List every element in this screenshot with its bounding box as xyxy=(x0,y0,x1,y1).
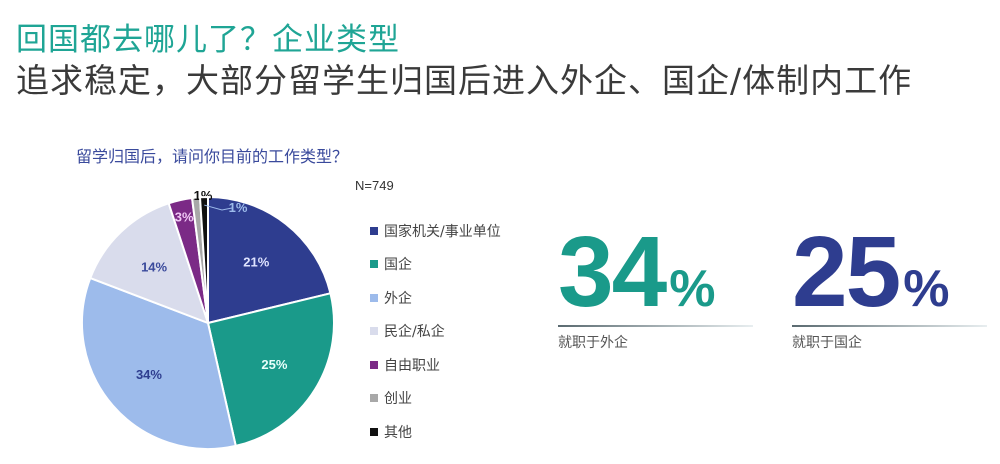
pie-slice xyxy=(89,202,210,325)
legend-label: 创业 xyxy=(384,391,412,408)
legend-swatch xyxy=(370,226,378,235)
slice-label: 21% xyxy=(243,255,269,270)
legend: 国家机关/事业单位 国企外企民企/私企自由职业创业其他 xyxy=(370,214,501,449)
pie-slice xyxy=(207,195,332,325)
legend-item: 创业 xyxy=(370,382,501,416)
legend-item: 民企/私企 xyxy=(370,315,501,349)
slide-title: 回国都去哪儿了？企业类型 xyxy=(16,22,400,58)
legend-label: 自由职业 xyxy=(384,357,440,374)
leader-line xyxy=(204,204,233,211)
slide-subtitle: 追求稳定，大部分留学生归国后进入外企、国企/体制内工作 xyxy=(16,61,913,100)
highlight-value: 25 xyxy=(792,216,901,328)
legend-item: 国家机关/事业单位 xyxy=(370,214,501,248)
highlight-unit: % xyxy=(903,260,950,318)
legend-item: 外企 xyxy=(370,281,501,315)
highlight-caption: 就职于国企 xyxy=(792,335,862,351)
legend-label: 民企/私企 xyxy=(384,324,445,341)
legend-swatch xyxy=(370,293,378,302)
slice-label: 25% xyxy=(261,357,287,372)
legend-swatch xyxy=(370,394,378,403)
legend-label: 国家机关/事业单位 xyxy=(384,223,501,240)
sample-size: N=749 xyxy=(355,178,394,193)
slice-label: 3% xyxy=(175,209,194,224)
legend-swatch xyxy=(370,360,378,369)
legend-swatch xyxy=(370,427,378,436)
highlight-caption: 就职于外企 xyxy=(558,335,628,351)
legend-label: 其他 xyxy=(384,424,412,441)
pie-slice xyxy=(198,195,209,324)
legend-item: 自由职业 xyxy=(370,348,501,382)
legend-label: 外企 xyxy=(384,290,412,307)
divider xyxy=(792,325,987,327)
legend-item: 国企 xyxy=(370,248,501,282)
legend-label: 国企 xyxy=(384,257,412,274)
highlight-value: 34 xyxy=(558,216,667,328)
slice-label: 14% xyxy=(141,259,167,274)
divider xyxy=(558,325,753,327)
slice-label: 34% xyxy=(136,367,162,382)
legend-swatch xyxy=(370,327,378,336)
chart-title: 留学归国后，请问你目前的工作类型？ xyxy=(76,147,349,166)
legend-swatch xyxy=(370,260,378,269)
pie-chart: 21%25%34%14%3%1%1% xyxy=(81,188,335,450)
legend-item: 其他 xyxy=(370,415,501,449)
highlight-foreign: 34% xyxy=(558,222,715,322)
highlight-unit: % xyxy=(669,260,716,318)
pie-slice xyxy=(206,292,335,448)
slice-label: 1% xyxy=(229,200,248,215)
highlight-soe: 25% xyxy=(792,222,949,322)
pie-slice xyxy=(81,276,237,450)
